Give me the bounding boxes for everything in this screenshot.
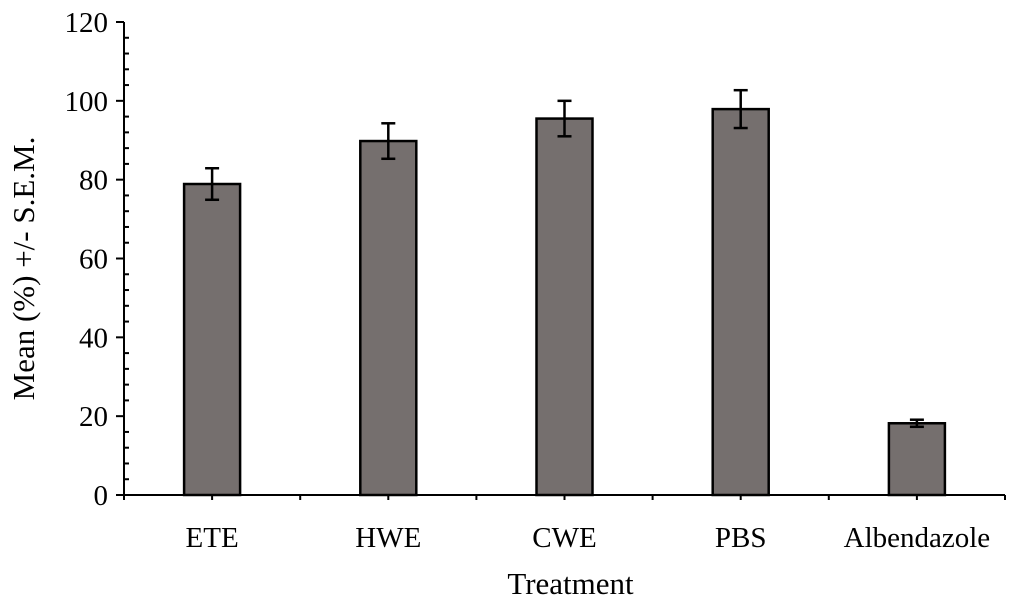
error-bar-pbs	[733, 88, 748, 130]
y-tick-label: 80	[79, 165, 108, 197]
bar-ete	[182, 182, 242, 497]
y-tick-label: 20	[79, 401, 108, 433]
x-tick-label: CWE	[532, 522, 596, 554]
x-axis-title: Treatment	[507, 566, 634, 601]
bar-albendazole	[887, 422, 947, 497]
y-axis-title: Mean (%) +/- S.E.M.	[6, 137, 41, 401]
error-bar-hwe	[381, 122, 396, 161]
y-tick-label: 40	[79, 322, 108, 354]
x-tick-label: PBS	[715, 522, 767, 554]
bars	[182, 107, 947, 497]
y-axis-ticks: 0 20 40 60 80 100 120	[65, 7, 129, 512]
y-tick-label: 60	[79, 244, 108, 276]
error-bars	[205, 88, 924, 429]
bar-hwe	[359, 139, 418, 497]
error-bar-cwe	[557, 99, 572, 138]
y-tick-label: 100	[65, 86, 109, 118]
bar-cwe	[535, 117, 594, 497]
y-tick-label: 0	[94, 480, 109, 512]
y-tick-label: 120	[65, 7, 109, 39]
error-bar-albendazole	[909, 418, 924, 429]
error-bar-ete	[205, 166, 220, 202]
x-tick-label: HWE	[355, 522, 421, 554]
x-tick-label: ETE	[186, 522, 239, 554]
x-axis-ticks: ETE HWE CWE PBS Albendazole	[123, 495, 1006, 554]
x-tick-label: Albendazole	[844, 522, 991, 554]
bar-pbs	[711, 107, 770, 497]
